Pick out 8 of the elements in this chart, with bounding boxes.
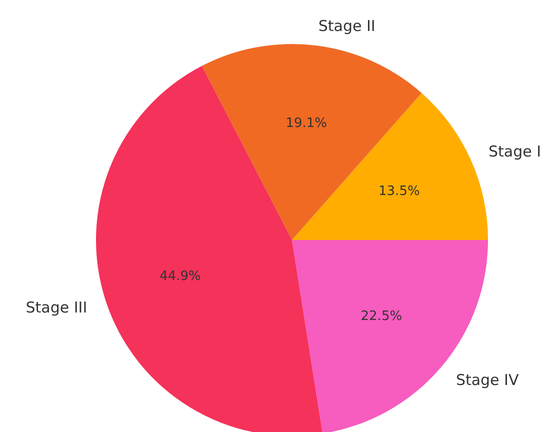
slice-label: Stage II bbox=[318, 17, 376, 36]
data-label: 19.1% bbox=[286, 116, 328, 131]
slice-label: Stage III bbox=[26, 298, 88, 316]
data-label: 44.9% bbox=[160, 269, 201, 284]
slice-label: Stage IV bbox=[456, 371, 520, 390]
slice-label: Stage I bbox=[488, 142, 542, 160]
data-label: 13.5% bbox=[378, 184, 420, 200]
data-label: 22.5% bbox=[360, 308, 402, 324]
